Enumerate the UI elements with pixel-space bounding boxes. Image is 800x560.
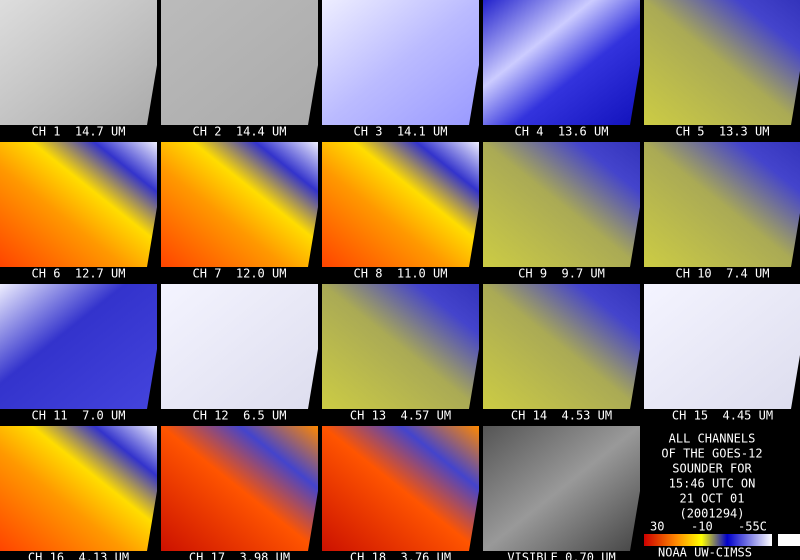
satellite-image (483, 284, 640, 409)
channel-label: CH 18 3.76 UM (350, 551, 451, 560)
satellite-image (483, 0, 640, 125)
channel-label: CH 16 4.13 UM (28, 551, 129, 560)
channel-label: CH 14 4.53 UM (511, 409, 612, 423)
colorbar-label: -55C (738, 520, 767, 534)
satellite-image (322, 426, 479, 551)
channel-label: CH 12 6.5 UM (193, 409, 287, 423)
channel-label: CH 11 7.0 UM (32, 409, 126, 423)
channel-label: CH 3 14.1 UM (354, 125, 448, 139)
info-line: SOUNDER FOR (672, 462, 752, 476)
satellite-image (483, 426, 640, 551)
satellite-image (644, 0, 800, 125)
channel-label: CH 7 12.0 UM (193, 267, 287, 281)
color-bar (644, 534, 772, 546)
info-panel: 30 -10 -55C NOAA UW-CIMSS (644, 520, 800, 560)
credit: NOAA UW-CIMSS (658, 546, 752, 560)
info-line: 21 OCT 01 (679, 492, 744, 506)
channel-label: CH 5 13.3 UM (676, 125, 770, 139)
satellite-image (0, 0, 157, 125)
channel-label: CH 4 13.6 UM (515, 125, 609, 139)
channel-label: CH 8 11.0 UM (354, 267, 448, 281)
channel-label: CH 13 4.57 UM (350, 409, 451, 423)
satellite-image (322, 284, 479, 409)
channel-label: CH 2 14.4 UM (193, 125, 287, 139)
channel-label: CH 15 4.45 UM (672, 409, 773, 423)
satellite-image (161, 426, 318, 551)
satellite-image (644, 284, 800, 409)
satellite-image (483, 142, 640, 267)
colorbar-label: -10 (691, 520, 713, 534)
info-line: (2001294) (679, 507, 744, 521)
satellite-image (161, 142, 318, 267)
channel-label: VISIBLE 0.70 UM (507, 551, 615, 560)
satellite-image (0, 426, 157, 551)
colorbar-label: 30 (650, 520, 664, 534)
color-bar-end (778, 534, 800, 546)
satellite-image (322, 142, 479, 267)
satellite-image (161, 0, 318, 125)
channel-label: CH 1 14.7 UM (32, 125, 126, 139)
satellite-image (644, 142, 800, 267)
channel-label: CH 6 12.7 UM (32, 267, 126, 281)
satellite-image (161, 284, 318, 409)
info-line: 15:46 UTC ON (669, 477, 756, 491)
satellite-image (0, 142, 157, 267)
info-line: OF THE GOES-12 (661, 447, 762, 461)
channel-label: CH 17 3.98 UM (189, 551, 290, 560)
channel-label: CH 9 9.7 UM (518, 267, 605, 281)
satellite-image (0, 284, 157, 409)
channel-label: CH 10 7.4 UM (676, 267, 770, 281)
satellite-image (322, 0, 479, 125)
info-line: ALL CHANNELS (669, 432, 756, 446)
